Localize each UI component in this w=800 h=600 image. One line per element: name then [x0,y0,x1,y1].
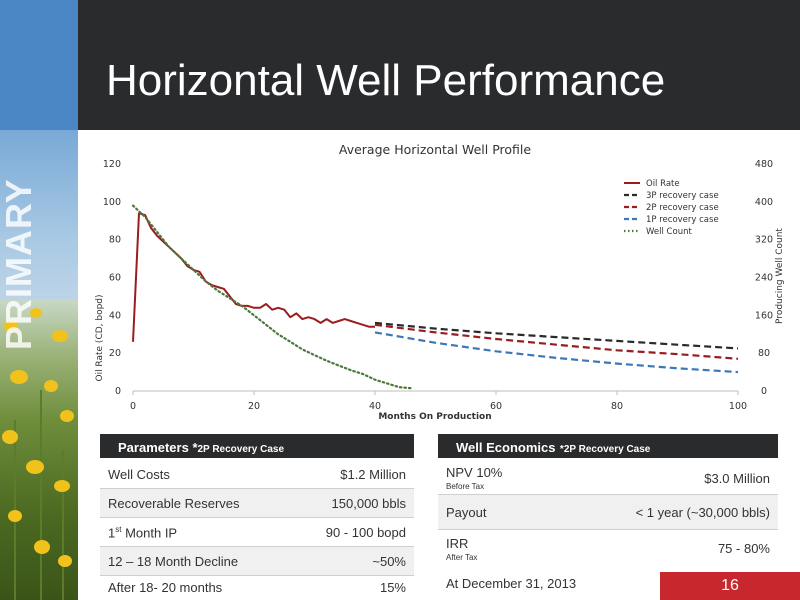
well-profile-chart: Average Horizontal Well Profile 0 20 40 60 8… [95,142,785,422]
series-line-3p-recovery-case [374,321,739,350]
footer-date: At December 31, 2013 [446,576,577,591]
y2-tick-label: 400 [755,197,773,208]
y2-tick-label: 160 [755,310,773,321]
row-value: < 1 year (~30,000 bbls) [635,505,770,520]
table-row: IRR After Tax 75 - 80% [438,530,778,568]
table-row: Well Costs $1.2 Million [100,460,414,488]
row-label: IRR After Tax [446,536,478,562]
row-label: 1st Month IP [108,525,178,541]
y-tick-label: 20 [109,348,121,359]
row-divider [438,529,778,530]
x-tick-label: 20 [248,401,260,412]
row-value: $1.2 Million [340,467,406,482]
light-sky-band [0,130,78,330]
row-label: Well Costs [108,467,170,482]
row-divider [100,575,414,576]
y-tick-label: 40 [109,310,121,321]
chart-title: Average Horizontal Well Profile [339,142,532,157]
y2-tick-label: 320 [755,235,773,246]
x-tick-label: 80 [611,401,623,412]
y2-tick-label: 80 [758,348,770,359]
legend-label: Well Count [646,227,692,237]
economics-table-header: Well Economics *2P Recovery Case [438,434,778,458]
y2-axis-label: Producing Well Count [775,228,785,324]
series-line-well-count [131,204,413,390]
economics-title: Well Economics [456,440,556,455]
chart-axes: 0 20 40 60 80 100 0 20 40 60 80 100 120 0 80 160 240 320 4… [103,159,773,412]
row-note: Before Tax [446,482,485,491]
row-label: Payout [446,505,487,520]
sky-panel [0,0,78,130]
economics-title-suffix: *2P Recovery Case [559,444,651,455]
parameters-title-suffix: 2P Recovery Case [197,444,285,455]
row-label: 12 – 18 Month Decline [108,554,239,569]
y-axis-label: Oil Rate (CD, bopd) [95,294,105,381]
legend-label: 3P recovery case [646,191,719,201]
y-tick-label: 60 [109,273,121,284]
x-axis-label: Months On Production [378,412,491,422]
row-value: 15% [379,580,406,595]
table-row: NPV 10% Before Tax $3.0 Million [438,460,778,494]
canola-field-image [0,300,78,600]
table-row: Recoverable Reserves 150,000 bbls [100,489,414,517]
chart-legend: Oil Rate 3P recovery case 2P recovery case… [624,179,719,237]
chart-series [131,204,739,390]
row-value: $3.0 Million [704,471,770,486]
row-divider [100,517,414,518]
x-tick-label: 40 [369,401,381,412]
y-tick-label: 120 [103,159,121,170]
series-line-oil-rate [132,212,375,342]
slide-title: Horizontal Well Performance [106,56,666,105]
x-tick-label: 100 [729,401,747,412]
row-value: ~50% [372,554,406,569]
x-tick-label: 60 [490,401,502,412]
row-value: 90 - 100 bopd [325,525,406,540]
row-divider [100,488,414,489]
parameters-title: Parameters * [118,440,198,455]
side-image-strip: PRIMARY [0,0,78,600]
row-label: After 18- 20 months [108,580,223,595]
y2-tick-label: 480 [755,159,773,170]
y-tick-label: 0 [115,386,121,397]
row-divider [100,546,414,547]
table-row: Payout < 1 year (~30,000 bbls) [438,495,778,529]
y2-tick-label: 0 [761,386,767,397]
table-row: After 18- 20 months 15% [100,576,414,600]
row-note: After Tax [446,553,478,562]
legend-label: 1P recovery case [646,215,719,225]
row-label: Recoverable Reserves [108,496,240,511]
row-divider [438,494,778,495]
series-line-2p-recovery-case [374,323,739,360]
y2-tick-label: 240 [755,273,773,284]
legend-label: 2P recovery case [646,203,719,213]
table-row: 12 – 18 Month Decline ~50% [100,547,414,575]
table-row: 1st Month IP 90 - 100 bopd [100,518,414,546]
x-tick-label: 0 [130,401,136,412]
row-label: NPV 10% Before Tax [446,465,503,491]
page-number-badge: 16 [660,572,800,600]
y-tick-label: 100 [103,197,121,208]
y-tick-label: 80 [109,235,121,246]
legend-label: Oil Rate [646,179,680,189]
parameters-table-header: Parameters *2P Recovery Case [100,434,414,458]
side-word: PRIMARY [0,178,39,350]
row-value: 75 - 80% [717,541,770,556]
row-value: 150,000 bbls [331,496,406,511]
series-line-1p-recovery-case [374,331,739,374]
slide-header: Horizontal Well Performance [78,0,800,130]
